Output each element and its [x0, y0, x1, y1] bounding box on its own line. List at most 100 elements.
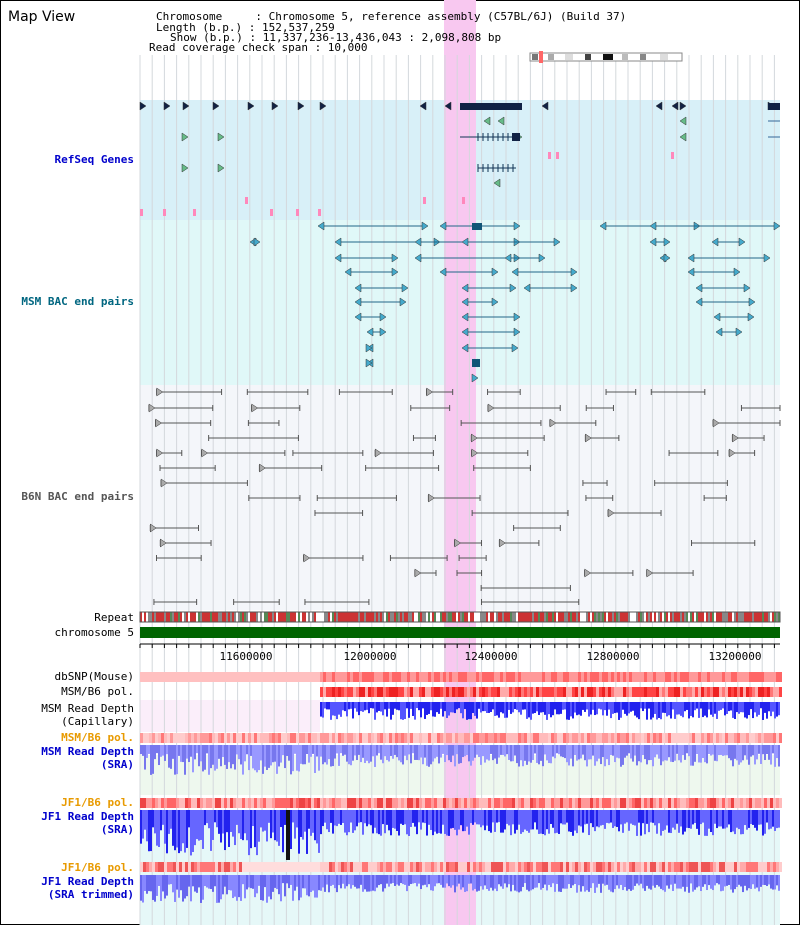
depth-bar: [342, 875, 344, 884]
pol-cell: [212, 733, 215, 743]
depth-bar: [356, 745, 358, 761]
depth-bar: [342, 702, 344, 711]
pol-cell: [737, 798, 740, 808]
depth-bar: [140, 875, 142, 901]
depth-bar: [216, 810, 218, 828]
repeat-bar: [162, 612, 164, 622]
depth-bar: [512, 745, 514, 762]
depth-bar: [182, 810, 184, 844]
track-label-b6n-bac[interactable]: B6N BAC end pairs: [21, 490, 134, 503]
pol-cell: [488, 687, 491, 697]
track-label-msm-depth-sra[interactable]: MSM Read Depth: [41, 745, 134, 758]
depth-bar: [724, 810, 726, 829]
depth-bar: [678, 875, 680, 889]
repeat-bar: [758, 612, 760, 622]
depth-bar: [518, 702, 520, 713]
pol-cell: [623, 862, 626, 872]
pol-cell: [599, 687, 602, 697]
track-label-jf1-depth-sra[interactable]: JF1 Read Depth: [41, 810, 134, 823]
track-label-refseq[interactable]: RefSeq Genes: [54, 153, 134, 166]
pol-cell: [596, 862, 599, 872]
track-label-msm-b6-pol-2[interactable]: MSM/B6 pol.: [61, 731, 134, 744]
depth-bar: [214, 745, 216, 771]
track-label-msm-b6-pol[interactable]: MSM/B6 pol.: [61, 685, 134, 698]
dbsnp-cell: [509, 672, 512, 682]
depth-bar: [168, 810, 170, 834]
track-label-dbsnp[interactable]: dbSNP(Mouse): [54, 670, 134, 683]
pol-cell: [704, 862, 707, 872]
repeat-bar: [188, 612, 190, 622]
depth-bar: [600, 875, 602, 893]
depth-bar: [208, 875, 210, 889]
pol-cell: [704, 733, 707, 743]
repeat-bar: [260, 612, 262, 622]
depth-bar: [304, 875, 306, 889]
pol-cell: [581, 687, 584, 697]
depth-bar: [394, 745, 396, 755]
track-label-msm-depth-cap[interactable]: MSM Read Depth: [41, 702, 134, 715]
depth-bar: [342, 810, 344, 823]
pol-cell: [713, 862, 716, 872]
pol-cell: [590, 862, 593, 872]
depth-bar: [412, 702, 414, 716]
dbsnp-cell: [713, 672, 716, 682]
pol-cell: [695, 687, 698, 697]
depth-bar: [560, 810, 562, 824]
depth-bar: [530, 810, 532, 830]
dbsnp-cell: [749, 672, 752, 682]
pol-cell: [416, 687, 419, 697]
repeat-bar: [622, 612, 624, 622]
bac-end: [733, 267, 741, 277]
depth-bar: [576, 702, 578, 716]
pol-cell: [779, 687, 782, 697]
pol-cell: [326, 862, 329, 872]
track-label-repeat[interactable]: Repeat: [94, 611, 134, 624]
pol-cell: [716, 798, 719, 808]
pol-cell: [200, 798, 203, 808]
depth-bar: [638, 810, 640, 823]
pol-cell: [701, 687, 704, 697]
depth-bar: [722, 745, 724, 756]
pol-cell: [404, 733, 407, 743]
bac-end: [344, 267, 352, 277]
pol-cell: [440, 862, 443, 872]
depth-bar: [220, 745, 222, 767]
pol-cell: [566, 862, 569, 872]
depth-bar: [618, 875, 620, 889]
pol-cell: [449, 733, 452, 743]
pol-cell: [497, 687, 500, 697]
pol-cell: [167, 733, 170, 743]
repeat-bar: [422, 612, 424, 622]
track-label-msm-bac[interactable]: MSM BAC end pairs: [21, 295, 134, 308]
track-label-jf1-b6-pol-2[interactable]: JF1/B6 pol.: [61, 861, 134, 874]
pol-cell: [656, 862, 659, 872]
axis-tick-label: 12000000: [343, 650, 397, 663]
depth-bar: [214, 875, 216, 887]
repeat-bar: [532, 612, 534, 622]
repeat-bar: [704, 612, 706, 622]
track-label-chromosome[interactable]: chromosome 5: [54, 626, 134, 639]
pol-cell: [764, 733, 767, 743]
pol-cell: [230, 862, 233, 872]
depth-bar: [762, 810, 764, 836]
depth-bar: [208, 810, 210, 829]
pol-cell: [356, 733, 359, 743]
pol-cell: [377, 798, 380, 808]
track-label-jf1-depth-trim[interactable]: JF1 Read Depth: [41, 875, 134, 888]
depth-bar: [390, 702, 392, 720]
depth-bar: [252, 745, 254, 769]
track-label-jf1-depth-sra-sub: (SRA): [100, 823, 134, 836]
pol-cell: [557, 798, 560, 808]
pol-cell: [383, 798, 386, 808]
track-label-jf1-b6-pol[interactable]: JF1/B6 pol.: [61, 796, 134, 809]
repeat-bar: [770, 612, 772, 622]
depth-bar: [450, 810, 452, 829]
bac-end: [461, 312, 469, 322]
depth-bar: [718, 702, 720, 711]
repeat-bar: [466, 612, 468, 622]
pol-cell: [422, 798, 425, 808]
pol-cell: [584, 733, 587, 743]
depth-bar: [564, 810, 566, 825]
dbsnp-cell: [455, 672, 458, 682]
pol-cell: [773, 862, 776, 872]
